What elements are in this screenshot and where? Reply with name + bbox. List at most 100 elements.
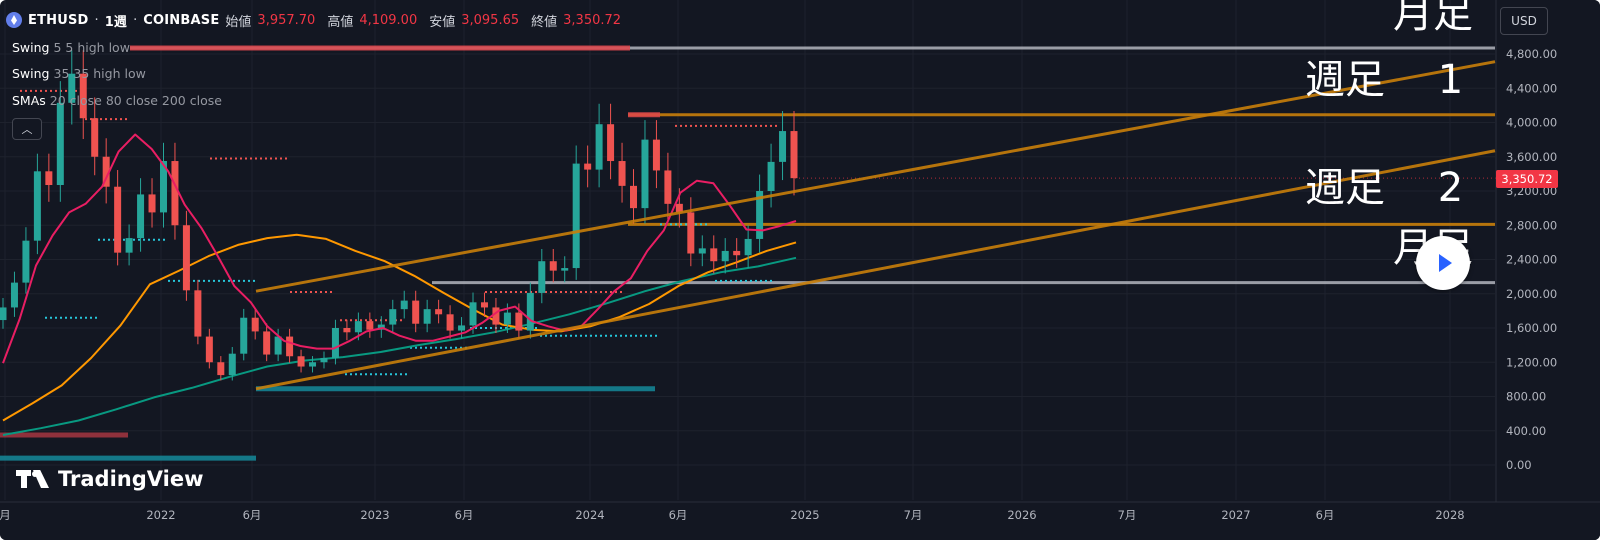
time-tick-label: 2027 <box>1221 508 1250 522</box>
price-axis[interactable]: 4,800.004,400.004,000.003,600.003,200.00… <box>1495 0 1600 540</box>
candle-body <box>114 186 122 253</box>
indicator-swing-35[interactable]: Swing 35 35 high low <box>12 66 146 81</box>
grid-lines <box>0 0 1495 500</box>
price-tick-label: 400.00 <box>1506 424 1546 438</box>
symbol-name[interactable]: ETHUSD <box>28 12 89 28</box>
candle-body <box>297 356 305 367</box>
candle-body <box>607 124 615 162</box>
annotation-weekly-2[interactable]: 週足 2 <box>1305 165 1464 211</box>
collapse-indicators-button[interactable]: ︿ <box>12 118 42 140</box>
annotation-monthly-top[interactable]: 月足 <box>1393 0 1473 37</box>
candle-body <box>675 203 683 213</box>
indicator-params: 5 5 high low <box>53 40 130 55</box>
ethereum-icon <box>6 12 22 28</box>
candle-body <box>458 325 466 331</box>
indicator-smas[interactable]: SMAs 20 close 80 close 200 close <box>12 93 222 108</box>
candle-body <box>68 73 76 103</box>
replay-play-button[interactable] <box>1416 236 1470 290</box>
swing-markers <box>20 89 778 376</box>
time-tick-label: 2024 <box>575 508 604 522</box>
candle-body <box>446 314 454 331</box>
price-axis-bg <box>1496 0 1600 540</box>
candle-body <box>0 307 7 321</box>
annotation-weekly-1[interactable]: 週足 1 <box>1305 57 1464 103</box>
tradingview-mark-icon <box>16 468 50 490</box>
time-tick-label: 2025 <box>790 508 819 522</box>
currency-button[interactable]: USD <box>1500 7 1548 35</box>
candle-body <box>664 170 672 204</box>
open-label: 始値 <box>225 14 252 30</box>
low-label: 安値 <box>429 14 456 30</box>
candle-body <box>756 191 764 239</box>
candle-body <box>228 353 236 376</box>
candlestick-series <box>0 50 798 381</box>
price-tick-label: 3,600.00 <box>1506 150 1557 164</box>
candle-body <box>377 324 385 330</box>
candle-body <box>469 302 477 326</box>
candle-body <box>744 238 752 256</box>
time-axis-bg <box>0 502 1600 540</box>
candle-body <box>400 300 408 310</box>
sma-200-line <box>2 256 797 436</box>
sma-80-line <box>2 233 797 422</box>
candle-body <box>630 185 638 209</box>
time-axis[interactable]: 月 2022 6月 2023 6月 2024 6月 2025 7月 2026 7月 2027 6月 202… <box>0 501 1600 540</box>
price-tick-label: 1,600.00 <box>1506 321 1557 335</box>
candle-body <box>435 309 443 315</box>
symbol-header: ETHUSD · 1週 · COINBASE 始値 3,957.70 高値 4,10… <box>6 9 627 31</box>
separator-dot: · <box>94 12 99 28</box>
price-tick-label: 4,400.00 <box>1506 81 1557 95</box>
candle-body <box>194 290 202 337</box>
candle-body <box>22 240 30 283</box>
trend-lines <box>255 60 1496 391</box>
tradingview-logo[interactable]: TradingView <box>16 464 203 494</box>
indicator-params: 35 35 high low <box>53 66 146 81</box>
sma-200-path <box>2 256 797 436</box>
candle-body <box>710 248 718 262</box>
time-tick-label: 6月 <box>669 508 688 522</box>
candle-body <box>217 362 225 376</box>
sma-20-path <box>2 133 797 364</box>
candle-body <box>33 171 41 241</box>
candle-body <box>767 161 775 191</box>
candle-body <box>45 171 53 186</box>
trend-line <box>255 149 1496 391</box>
candle-body <box>309 362 317 367</box>
candle-body <box>205 336 213 363</box>
candle-body <box>538 261 546 293</box>
time-tick-label: 6月 <box>243 508 262 522</box>
candle-body <box>698 248 706 254</box>
candle-body <box>240 317 248 354</box>
low-value: 3,095.65 <box>461 12 520 28</box>
open-value: 3,957.70 <box>257 12 316 28</box>
separator-dot: · <box>133 12 138 28</box>
time-tick-label: 2023 <box>360 508 389 522</box>
horizontal-levels <box>0 45 1600 461</box>
candle-body <box>366 321 374 330</box>
candle-body <box>182 225 190 291</box>
candle-body <box>343 328 351 333</box>
candle-body <box>480 302 488 308</box>
candle-body <box>102 156 110 187</box>
candle-body <box>584 163 592 170</box>
last-price-tag: 3,350.72 <box>1496 170 1558 188</box>
candle-body <box>171 161 179 226</box>
candle-body <box>331 328 339 358</box>
candle-body <box>251 317 259 332</box>
time-tick-label: 7月 <box>904 508 923 522</box>
interval-label[interactable]: 1週 <box>104 14 128 30</box>
candle-body <box>79 73 87 119</box>
candle-body <box>790 131 798 179</box>
play-icon <box>1438 254 1452 272</box>
candle-body <box>618 161 626 186</box>
indicator-swing-5[interactable]: Swing 5 5 high low <box>12 40 130 55</box>
candle-body <box>641 139 649 209</box>
candle-body <box>515 312 523 331</box>
brand-name: TradingView <box>58 467 204 491</box>
indicator-name: Swing <box>12 40 50 55</box>
candle-body <box>412 300 420 324</box>
